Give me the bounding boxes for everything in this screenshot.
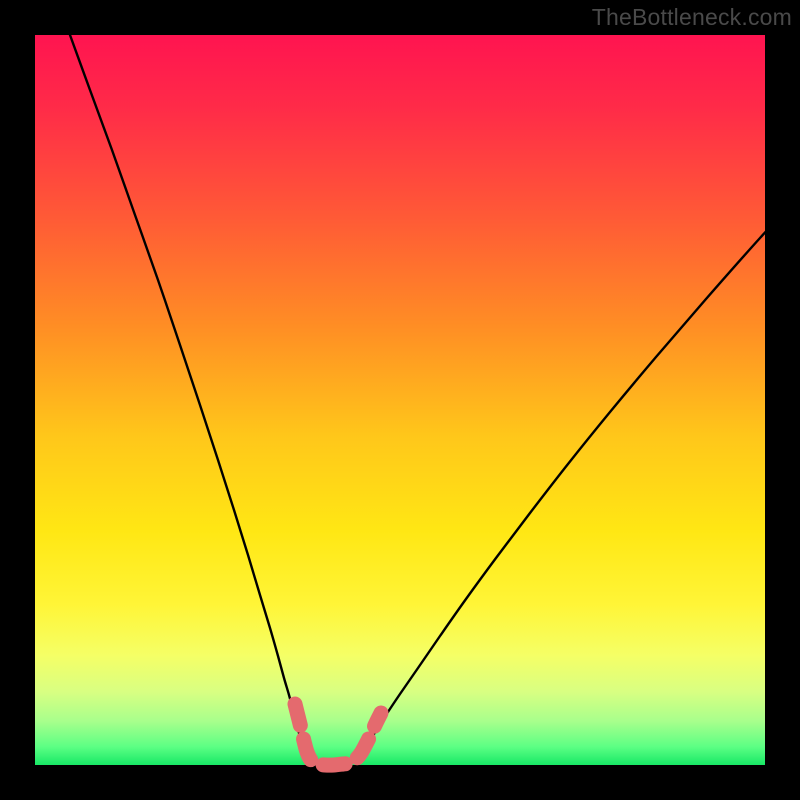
bottleneck-curve	[70, 35, 800, 766]
chart-root: TheBottleneck.com	[0, 0, 800, 800]
curve-layer	[0, 0, 800, 800]
valley-dash-overlay	[295, 704, 381, 765]
